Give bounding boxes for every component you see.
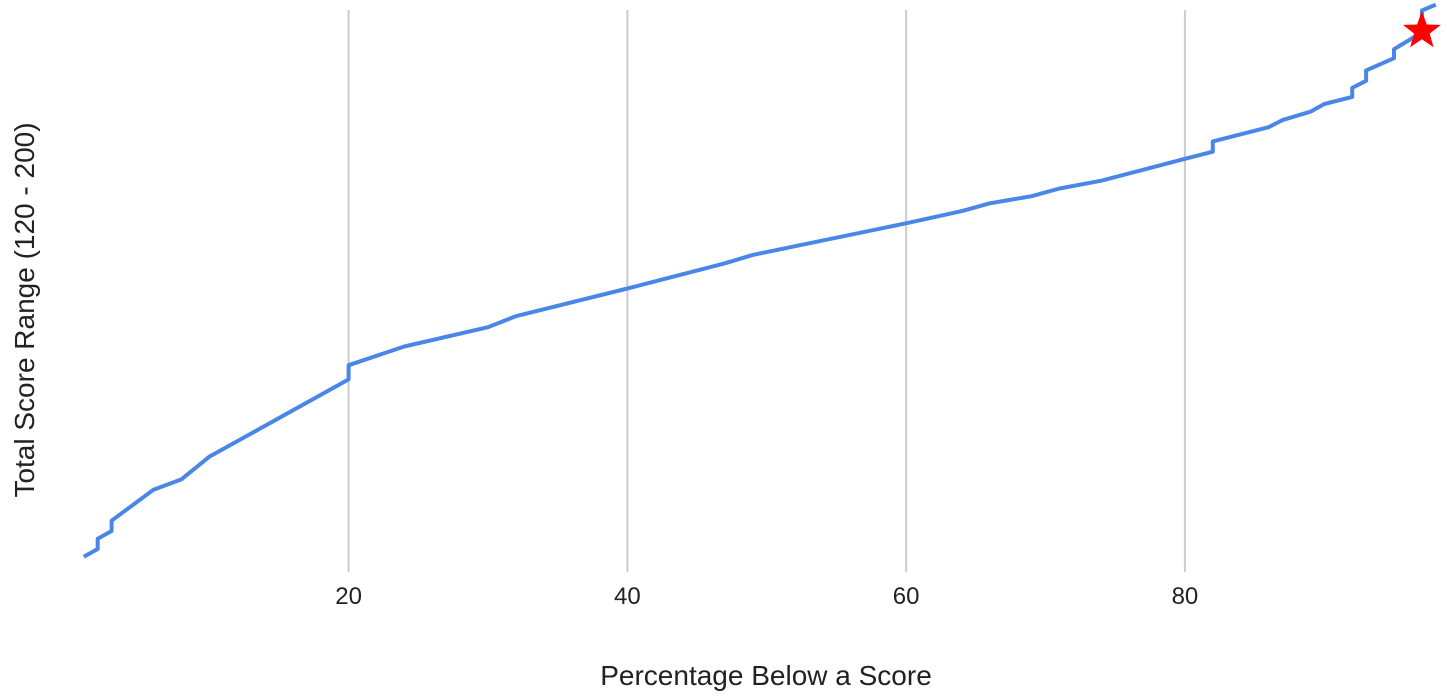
grid-lines (347, 10, 1186, 572)
series-layer (82, 2, 1437, 559)
y-axis-title: Total Score Range (120 - 200) (9, 122, 40, 497)
x-tick-label-60: 60 (893, 583, 920, 610)
x-axis-tick-labels: 20 40 60 80 (335, 583, 1198, 610)
star-marker-icon (1402, 11, 1441, 48)
x-tick-label-40: 40 (614, 583, 641, 610)
x-axis-title: Percentage Below a Score (600, 660, 932, 691)
annotation-layer (1402, 11, 1441, 48)
x-tick-label-20: 20 (335, 583, 362, 610)
x-tick-label-80: 80 (1172, 583, 1199, 610)
series-line-0 (82, 2, 1437, 559)
